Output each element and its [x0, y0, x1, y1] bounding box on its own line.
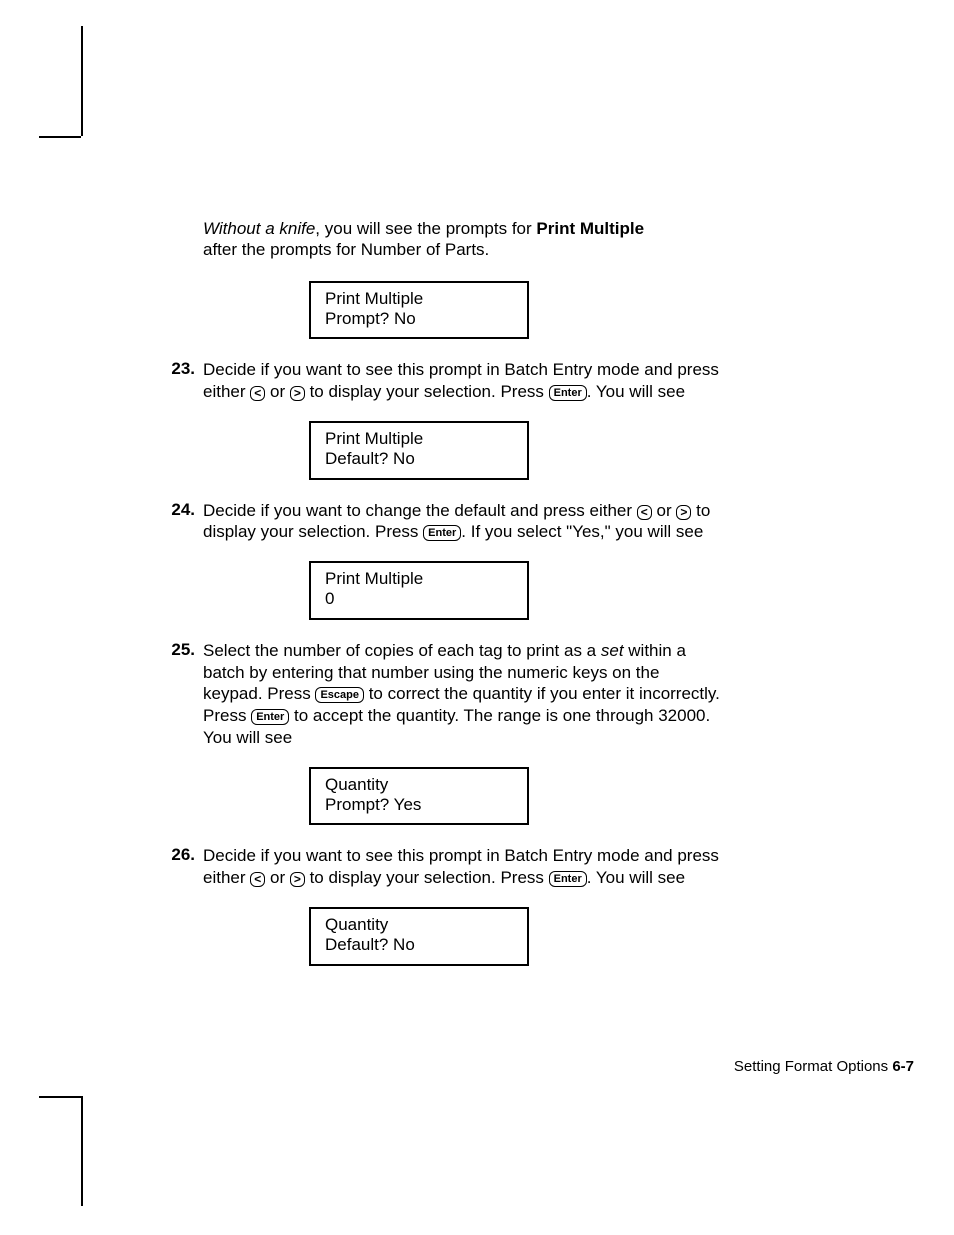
enter-key-icon: Enter: [549, 871, 587, 887]
crop-mark: [39, 136, 81, 138]
left-key-icon: <: [250, 386, 265, 401]
instruction-step: 24. Decide if you want to change the def…: [163, 500, 723, 544]
right-key-icon: >: [290, 386, 305, 401]
intro-text: after the prompts for Number of Parts.: [203, 240, 489, 259]
step-italic: set: [601, 641, 624, 660]
step-number: 24.: [163, 500, 203, 520]
step-text: Decide if you want to change the default…: [203, 500, 723, 544]
instruction-step: 26. Decide if you want to see this promp…: [163, 845, 723, 889]
enter-key-icon: Enter: [251, 709, 289, 725]
instruction-step: 23. Decide if you want to see this promp…: [163, 359, 723, 403]
step-number: 25.: [163, 640, 203, 660]
display-line: Print Multiple: [325, 289, 513, 309]
step-number: 26.: [163, 845, 203, 865]
lcd-display: Print Multiple Default? No: [309, 421, 529, 480]
enter-key-icon: Enter: [423, 525, 461, 541]
page-number: 6-7: [892, 1058, 914, 1075]
escape-key-icon: Escape: [315, 687, 364, 703]
display-line: Print Multiple: [325, 429, 513, 449]
enter-key-icon: Enter: [549, 385, 587, 401]
step-number: 23.: [163, 359, 203, 379]
instruction-step: 25. Select the number of copies of each …: [163, 640, 723, 749]
page-content: Without a knife, you will see the prompt…: [163, 218, 723, 986]
intro-italic: Without a knife: [203, 219, 315, 238]
lcd-display: Print Multiple 0: [309, 561, 529, 620]
display-line: Quantity: [325, 775, 513, 795]
lcd-display: Print Multiple Prompt? No: [309, 281, 529, 340]
crop-mark: [39, 1096, 81, 1098]
display-line: Print Multiple: [325, 569, 513, 589]
crop-mark: [81, 26, 83, 136]
footer-label: Setting Format Options: [734, 1058, 892, 1075]
intro-paragraph: Without a knife, you will see the prompt…: [203, 218, 723, 261]
page-footer: Setting Format Options 6-7: [734, 1058, 914, 1075]
left-key-icon: <: [637, 505, 652, 520]
right-key-icon: >: [290, 872, 305, 887]
lcd-display: Quantity Prompt? Yes: [309, 767, 529, 826]
display-line: Prompt? Yes: [325, 795, 513, 815]
step-text: Decide if you want to see this prompt in…: [203, 845, 723, 889]
display-line: 0: [325, 589, 513, 609]
step-text: Select the number of copies of each tag …: [203, 640, 723, 749]
display-line: Prompt? No: [325, 309, 513, 329]
intro-bold: Print Multiple: [536, 219, 644, 238]
step-text: Decide if you want to see this prompt in…: [203, 359, 723, 403]
lcd-display: Quantity Default? No: [309, 907, 529, 966]
right-key-icon: >: [676, 505, 691, 520]
crop-mark: [81, 1096, 83, 1206]
display-line: Quantity: [325, 915, 513, 935]
intro-text: , you will see the prompts for: [315, 219, 536, 238]
left-key-icon: <: [250, 872, 265, 887]
display-line: Default? No: [325, 935, 513, 955]
display-line: Default? No: [325, 449, 513, 469]
